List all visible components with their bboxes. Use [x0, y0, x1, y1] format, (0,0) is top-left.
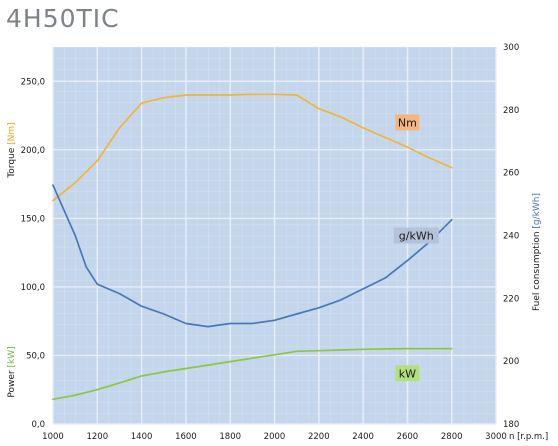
right-axis-label: Fuel consumption [g/kWh]: [532, 193, 542, 311]
torque-unit: [Nm]: [7, 122, 17, 145]
right-tick-label: 260: [503, 169, 519, 179]
x-tick-label: 2400: [352, 432, 374, 442]
x-tick-label: 1600: [175, 432, 197, 442]
series-label: kW: [399, 367, 416, 380]
x-tick-label: 2000: [264, 432, 286, 442]
series-labels: Nm g/kWh kW: [393, 114, 439, 382]
series-label: g/kWh: [399, 230, 434, 243]
svg-text:Torque [Nm]: Torque [Nm]: [7, 122, 17, 178]
series-line-nm: [52, 93, 453, 202]
series-lines: [52, 93, 453, 401]
left-tick-label: 250,0: [21, 77, 45, 87]
x-tick-label: 2600: [397, 432, 419, 442]
right-tick-label: 180: [503, 420, 519, 430]
left-tick-label: 100,0: [21, 283, 45, 293]
x-tick-label: 3000: [485, 432, 507, 442]
x-tick-label: 2800: [441, 432, 463, 442]
series-label-box: [395, 365, 420, 382]
left-tick-label: 150,0: [21, 214, 45, 224]
left-axis-ticks: 0,0 50,0 100,0 150,0 200,0 250,0: [21, 77, 45, 430]
power-unit: [kW]: [7, 346, 17, 367]
page-title: 4H50TIC: [6, 4, 120, 33]
x-tick-label: 1400: [131, 432, 153, 442]
right-tick-label: 280: [503, 106, 519, 116]
left-tick-label: 0,0: [31, 420, 45, 430]
series-label: Nm: [398, 116, 417, 129]
x-axis-unit: n [r.p.m.]: [509, 432, 548, 442]
right-tick-label: 240: [503, 232, 519, 242]
fuel-unit: [g/kWh]: [532, 193, 542, 229]
right-tick-label: 220: [503, 294, 519, 304]
series-line-g-kwh: [52, 184, 453, 328]
x-axis-ticks: 1000 1200 1400 1600 1800 2000 2200 2400 2600 2800…: [42, 432, 507, 442]
x-tick-label: 2200: [308, 432, 330, 442]
torque-label: Torque: [7, 147, 17, 178]
fuel-label: Fuel consumption: [532, 231, 542, 311]
left-tick-label: 50,0: [26, 351, 45, 361]
x-tick-label: 1200: [86, 432, 108, 442]
x-tick-label: 1800: [219, 432, 241, 442]
right-tick-label: 200: [503, 357, 519, 367]
svg-text:Power [kW]: Power [kW]: [7, 346, 17, 397]
left-tick-label: 200,0: [21, 146, 45, 156]
left-axis-lower-label: Power [kW]: [7, 346, 17, 397]
svg-text:Fuel consumption [g/kWh]: Fuel consumption [g/kWh]: [532, 193, 542, 311]
series-label-box: [393, 227, 439, 244]
right-axis-ticks: 180 200 220 240 260 280 300: [503, 43, 519, 430]
right-tick-label: 300: [503, 43, 519, 53]
series-label-box: [395, 114, 420, 131]
left-axis-upper-label: Torque [Nm]: [7, 122, 17, 178]
x-tick-label: 1000: [42, 432, 64, 442]
power-label: Power: [7, 370, 17, 398]
series-line-kw: [52, 347, 453, 401]
